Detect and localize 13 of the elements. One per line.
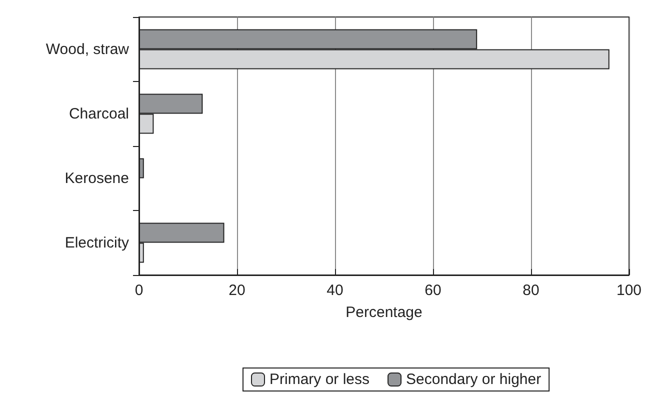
x-tick-label: 80: [522, 282, 540, 299]
x-axis-title: Percentage: [346, 304, 422, 321]
y-tick-label: Kerosene: [64, 170, 129, 187]
y-tick-label: Charcoal: [68, 105, 129, 122]
x-tick-label: 60: [424, 282, 442, 299]
legend-label: Primary or less: [270, 371, 370, 388]
x-tick-label: 20: [228, 282, 246, 299]
y-tick-label: Electricity: [64, 234, 130, 252]
x-tick-label: 40: [326, 282, 344, 299]
legend-label: Secondary or higher: [406, 371, 542, 388]
x-tick-label: 0: [134, 282, 144, 299]
y-tick-label: Wood, straw: [46, 40, 130, 58]
x-tick-label: 100: [616, 282, 642, 299]
